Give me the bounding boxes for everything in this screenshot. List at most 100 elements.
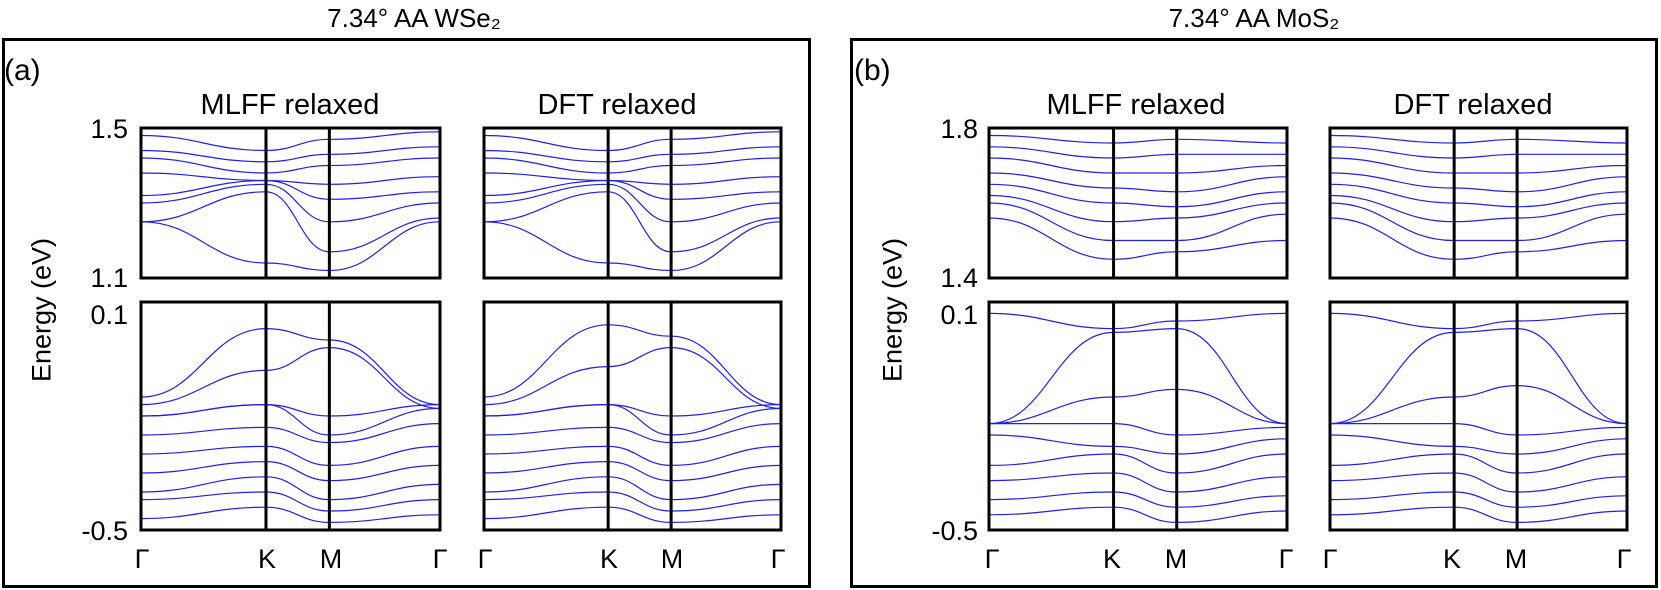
subplot-1 <box>482 126 783 280</box>
band-line <box>484 476 781 501</box>
band-line <box>484 506 781 524</box>
band-line <box>1330 472 1627 493</box>
band-line <box>484 183 781 223</box>
panel-b-frame <box>850 38 1658 588</box>
band-group-3 <box>484 324 781 524</box>
panel-a-xtick-m: M <box>319 544 343 574</box>
band-line <box>141 183 440 223</box>
panel-b-subtitle-mlff: MLFF relaxed <box>1046 89 1226 121</box>
band-line <box>989 312 1287 330</box>
panel-b-ytick-upper-bottom: 1.4 <box>940 263 978 293</box>
band-line <box>484 403 781 436</box>
subplot-frame <box>987 300 1289 532</box>
band-line <box>989 472 1287 493</box>
panel-a-xtick-k: K <box>257 544 277 574</box>
band-group-1 <box>484 131 781 272</box>
band-group-4 <box>989 134 1287 260</box>
band-line <box>484 179 781 200</box>
panel-a-ytick-upper-top: 1.5 <box>90 114 128 144</box>
panel-a-material-title: 7.34° AA WSe₂ <box>327 3 501 33</box>
band-line <box>484 157 781 174</box>
panel-b-dft-xtick-k: K <box>1442 544 1462 574</box>
band-line <box>989 388 1287 425</box>
band-line <box>141 146 440 163</box>
panel-a-dft-xtick-gamma-2: Γ <box>770 544 786 574</box>
band-line <box>1330 202 1627 242</box>
band-line <box>484 172 781 185</box>
subplot-frame <box>987 126 1289 280</box>
subplot-frame <box>482 126 783 280</box>
band-line <box>1330 453 1627 474</box>
panel-a-frame <box>2 38 811 588</box>
subplot-frame <box>482 300 783 532</box>
band-line <box>1330 434 1627 455</box>
band-line <box>989 422 1287 436</box>
band-line <box>1330 327 1627 425</box>
band-line <box>141 445 440 467</box>
subplot-5 <box>1328 126 1629 280</box>
band-line <box>1330 384 1627 425</box>
band-line <box>141 476 440 501</box>
band-line <box>989 134 1287 144</box>
panel-a-ytick-lower-top: 0.1 <box>90 300 128 330</box>
subplot-3 <box>482 300 783 532</box>
band-line <box>989 202 1287 242</box>
panel-b-tag: (b) <box>854 54 891 87</box>
band-line <box>989 194 1287 223</box>
band-line <box>989 506 1287 524</box>
band-line <box>141 179 440 200</box>
band-line <box>989 172 1287 193</box>
band-line <box>1330 506 1627 524</box>
band-line <box>1330 134 1627 144</box>
band-line <box>141 506 440 524</box>
band-line <box>989 217 1287 260</box>
band-line <box>141 403 440 436</box>
band-line <box>484 346 781 409</box>
band-line <box>484 423 781 444</box>
band-line <box>989 434 1287 455</box>
panel-a-dft-xtick-k: K <box>599 544 619 574</box>
panel-b-dft-xtick-gamma-1: Γ <box>1322 544 1338 574</box>
panel-a-tag: (a) <box>4 54 41 87</box>
panel-b-ytick-lower-top: 0.1 <box>940 300 978 330</box>
band-line <box>989 146 1287 159</box>
panel-b-xtick-k: K <box>1102 544 1122 574</box>
band-line <box>141 157 440 174</box>
panel-b-subtitle-dft: DFT relaxed <box>1393 89 1553 121</box>
panel-a-xtick-gamma-1: Γ <box>134 544 150 574</box>
band-line <box>484 146 781 163</box>
subplot-0 <box>139 126 442 280</box>
band-line <box>141 131 440 152</box>
band-line <box>141 172 440 185</box>
subplot-frame <box>1328 300 1629 532</box>
band-line <box>1330 422 1627 436</box>
band-line <box>1330 194 1627 223</box>
panel-b-xtick-gamma-2: Γ <box>1278 544 1294 574</box>
band-line <box>141 460 440 482</box>
band-line <box>989 453 1287 474</box>
band-line <box>1330 157 1627 174</box>
band-line <box>141 423 440 444</box>
band-line <box>989 327 1287 425</box>
band-line <box>484 191 781 253</box>
subplot-frame <box>139 300 442 532</box>
panel-a-ytick-lower-bottom: -0.5 <box>81 516 128 546</box>
panel-b-xtick-m: M <box>1164 544 1188 574</box>
panel-b-ytick-lower-bottom: -0.5 <box>931 516 978 546</box>
band-line <box>484 491 781 512</box>
band-group-0 <box>141 131 440 272</box>
band-group-5 <box>1330 134 1627 260</box>
panel-a-subtitle-mlff: MLFF relaxed <box>200 89 380 121</box>
band-line <box>484 131 781 152</box>
panel-b-ytick-upper-top: 1.8 <box>940 114 978 144</box>
band-line <box>484 221 781 272</box>
band-line <box>1330 183 1627 208</box>
subplot-2 <box>139 300 442 532</box>
band-line <box>989 157 1287 174</box>
band-line <box>989 183 1287 208</box>
band-line <box>989 491 1287 508</box>
band-line <box>1330 217 1627 260</box>
subplot-7 <box>1328 300 1629 532</box>
panel-a-subtitle-dft: DFT relaxed <box>537 89 697 121</box>
